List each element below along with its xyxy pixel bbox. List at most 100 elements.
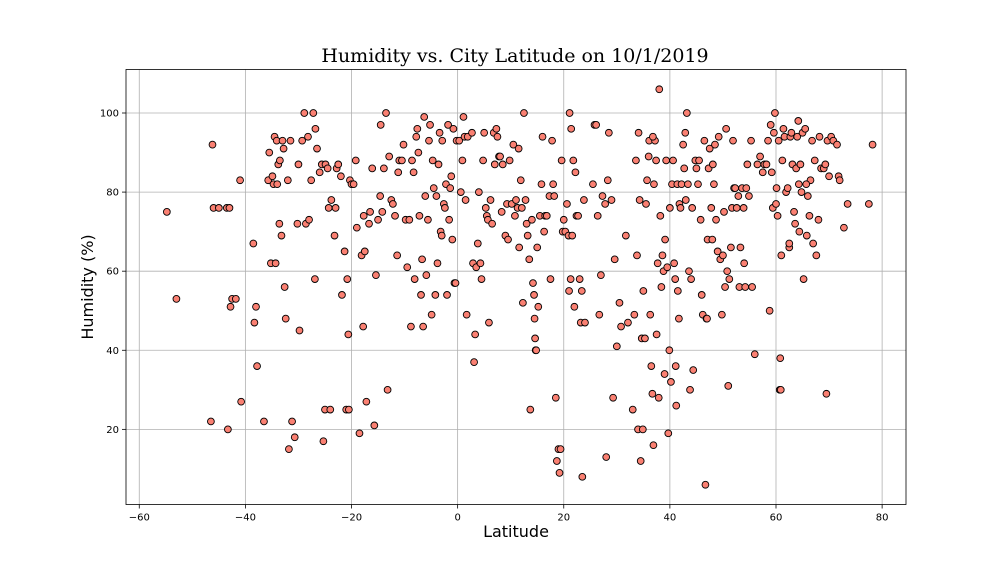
data-point	[523, 231, 532, 240]
data-point	[727, 243, 735, 252]
data-point	[650, 180, 658, 189]
y-tick-label: 60	[106, 267, 119, 278]
data-point	[479, 156, 487, 165]
data-point	[372, 271, 380, 279]
data-point	[237, 397, 245, 406]
data-point	[646, 310, 655, 319]
data-point	[398, 156, 406, 165]
data-point	[815, 132, 824, 141]
data-point	[774, 136, 783, 145]
data-point	[676, 204, 685, 212]
data-point	[420, 113, 429, 121]
data-point	[795, 227, 804, 236]
data-point	[609, 393, 617, 402]
data-point	[345, 405, 353, 414]
data-point	[630, 310, 639, 319]
data-point	[207, 417, 215, 426]
data-point	[366, 208, 374, 216]
data-point	[729, 136, 737, 145]
data-point	[551, 393, 560, 402]
data-point	[323, 164, 332, 173]
data-point	[762, 160, 771, 169]
data-point	[592, 121, 600, 129]
data-point	[687, 275, 695, 283]
data-point	[724, 382, 733, 390]
data-point	[215, 204, 223, 212]
data-point	[598, 192, 607, 200]
data-point	[612, 342, 621, 351]
data-point	[519, 298, 527, 307]
data-point	[409, 168, 418, 177]
data-point	[533, 243, 542, 252]
data-point	[821, 160, 830, 169]
data-point	[565, 287, 573, 295]
data-point	[224, 425, 232, 434]
data-point	[415, 211, 424, 220]
data-point	[670, 259, 678, 268]
data-point	[648, 389, 657, 398]
data-point	[723, 267, 732, 276]
data-point	[777, 251, 786, 260]
data-point	[671, 275, 680, 283]
data-point	[476, 259, 485, 268]
data-point	[696, 215, 705, 224]
chart-title: Humidity vs. City Latitude on 10/1/2019	[321, 45, 708, 67]
data-point	[385, 152, 394, 161]
data-point	[537, 180, 546, 189]
data-point	[720, 208, 728, 216]
data-point	[796, 160, 805, 169]
data-point	[673, 287, 682, 295]
data-point	[462, 310, 471, 319]
data-point	[589, 180, 597, 189]
data-point	[575, 275, 584, 283]
data-point	[550, 192, 559, 200]
data-point	[278, 136, 287, 145]
data-point	[451, 279, 460, 287]
data-point	[444, 121, 452, 129]
data-point	[708, 235, 717, 244]
data-point	[273, 180, 282, 189]
data-point	[470, 358, 478, 366]
data-point	[492, 124, 501, 133]
data-point	[771, 109, 779, 117]
data-point	[791, 219, 799, 228]
data-point	[633, 251, 641, 260]
y-axis-label: Humidity (%)	[78, 234, 97, 339]
data-point	[734, 192, 743, 200]
data-point	[475, 188, 483, 196]
data-point	[621, 231, 630, 240]
y-axis-ticks: 20 40 60 80 100	[100, 109, 126, 436]
data-point	[574, 211, 582, 220]
data-point	[531, 334, 539, 343]
data-point	[783, 184, 792, 192]
data-point	[422, 271, 431, 279]
data-point	[597, 271, 605, 279]
data-point	[773, 211, 782, 220]
data-point	[639, 287, 648, 295]
data-point	[778, 156, 787, 165]
y-tick-label: 80	[106, 188, 119, 199]
data-point	[435, 128, 444, 137]
data-point	[794, 117, 803, 125]
data-point	[753, 160, 762, 169]
data-point	[280, 283, 289, 291]
data-point	[636, 457, 645, 465]
data-point	[731, 184, 739, 192]
data-point	[298, 136, 307, 145]
data-point	[305, 215, 313, 224]
data-point	[565, 109, 574, 117]
data-point	[355, 429, 364, 438]
data-point	[559, 215, 568, 224]
data-point	[468, 128, 476, 137]
data-point	[410, 275, 419, 283]
data-point	[799, 275, 808, 283]
x-tick-label: −60	[129, 513, 150, 524]
data-point	[681, 128, 690, 137]
data-point	[389, 200, 397, 208]
data-point	[360, 247, 369, 256]
data-point	[692, 164, 701, 173]
data-point	[532, 346, 541, 355]
data-point	[480, 128, 489, 137]
data-point	[549, 180, 557, 189]
data-point	[265, 148, 274, 157]
